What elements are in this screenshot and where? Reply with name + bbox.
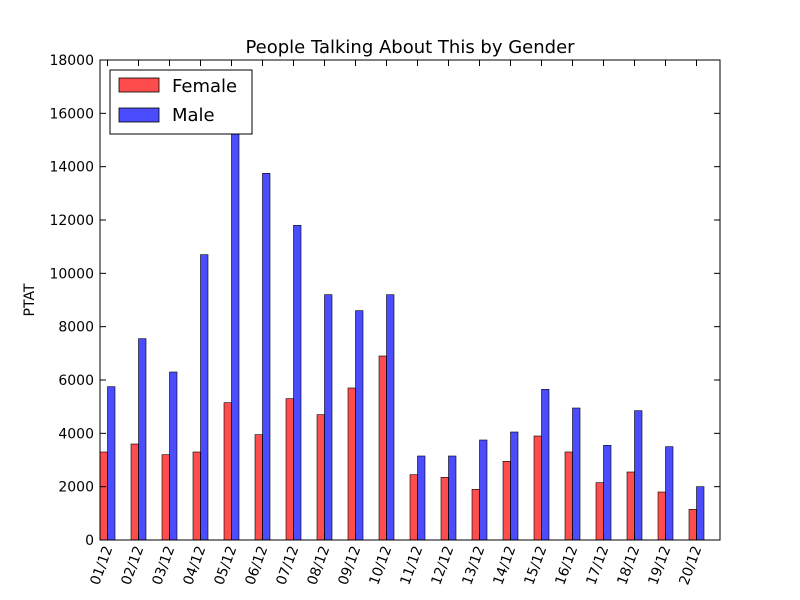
legend: Female Male bbox=[109, 69, 253, 135]
bar-female-15-12 bbox=[533, 435, 542, 541]
bar-male-01-12 bbox=[107, 386, 116, 541]
bar-male-17-12 bbox=[603, 445, 612, 541]
y-tick-label: 18000 bbox=[49, 53, 94, 69]
bar-male-11-12 bbox=[417, 455, 426, 541]
y-tick-label: 6000 bbox=[58, 373, 94, 389]
bar-male-14-12 bbox=[510, 431, 519, 541]
bar-female-18-12 bbox=[626, 471, 635, 541]
bar-male-18-12 bbox=[634, 410, 643, 541]
bar-female-12-12 bbox=[440, 477, 449, 541]
y-tick-label: 0 bbox=[85, 533, 94, 549]
bar-female-02-12 bbox=[130, 443, 139, 541]
bar-female-14-12 bbox=[502, 461, 511, 541]
bar-male-07-12 bbox=[293, 225, 302, 541]
bar-male-20-12 bbox=[696, 486, 705, 541]
bar-female-10-12 bbox=[378, 355, 387, 541]
y-tick-label: 10000 bbox=[49, 266, 94, 282]
bar-female-03-12 bbox=[161, 454, 170, 541]
bar-female-09-12 bbox=[347, 387, 356, 541]
bar-male-10-12 bbox=[386, 294, 395, 541]
y-tick-label: 12000 bbox=[49, 213, 94, 229]
bar-female-08-12 bbox=[316, 414, 325, 541]
bar-female-01-12 bbox=[99, 451, 108, 541]
bar-male-19-12 bbox=[665, 446, 674, 541]
y-tick-label: 16000 bbox=[49, 106, 94, 122]
bar-male-02-12 bbox=[138, 338, 147, 541]
bar-male-16-12 bbox=[572, 407, 581, 541]
y-tick-label: 8000 bbox=[58, 320, 94, 336]
bar-male-05-12 bbox=[231, 99, 240, 541]
chart-title: People Talking About This by Gender bbox=[245, 37, 575, 58]
y-tick-label: 2000 bbox=[58, 480, 94, 496]
bar-female-06-12 bbox=[254, 434, 263, 541]
y-axis: 0 2000 4000 6000 8000 10000 12000 14000 16000 180… bbox=[49, 53, 720, 549]
bar-female-04-12 bbox=[192, 451, 201, 541]
y-tick-label: 4000 bbox=[58, 426, 94, 442]
bar-female-05-12 bbox=[223, 402, 232, 541]
bar-male-03-12 bbox=[169, 371, 178, 541]
legend-swatch-male bbox=[118, 107, 160, 123]
legend-label-female: Female bbox=[172, 76, 237, 97]
bar-female-07-12 bbox=[285, 398, 294, 541]
bar-female-20-12 bbox=[688, 509, 697, 541]
bar-male-08-12 bbox=[324, 294, 333, 541]
bar-male-15-12 bbox=[541, 389, 550, 541]
legend-label-male: Male bbox=[172, 105, 215, 126]
bar-female-13-12 bbox=[471, 489, 480, 541]
bar-male-04-12 bbox=[200, 254, 209, 541]
bar-female-17-12 bbox=[595, 482, 604, 541]
bar-female-11-12 bbox=[409, 474, 418, 541]
bar-male-06-12 bbox=[262, 173, 271, 541]
bar-male-13-12 bbox=[479, 439, 488, 541]
y-tick-label: 14000 bbox=[49, 160, 94, 176]
bar-male-12-12 bbox=[448, 455, 457, 541]
plot-frame bbox=[99, 59, 721, 541]
bar-female-19-12 bbox=[657, 491, 666, 541]
bar-female-16-12 bbox=[564, 451, 573, 541]
legend-swatch-female bbox=[118, 77, 160, 93]
y-axis-label: PTAT bbox=[22, 283, 38, 316]
bar-male-09-12 bbox=[355, 310, 364, 541]
